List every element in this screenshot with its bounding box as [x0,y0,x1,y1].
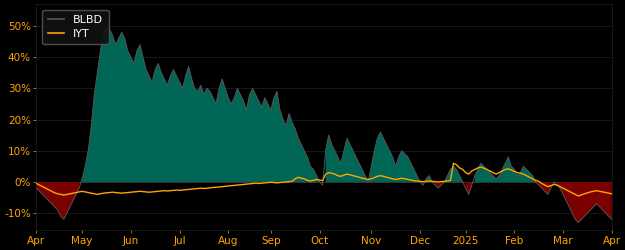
Legend: BLBD, IYT: BLBD, IYT [42,10,109,44]
